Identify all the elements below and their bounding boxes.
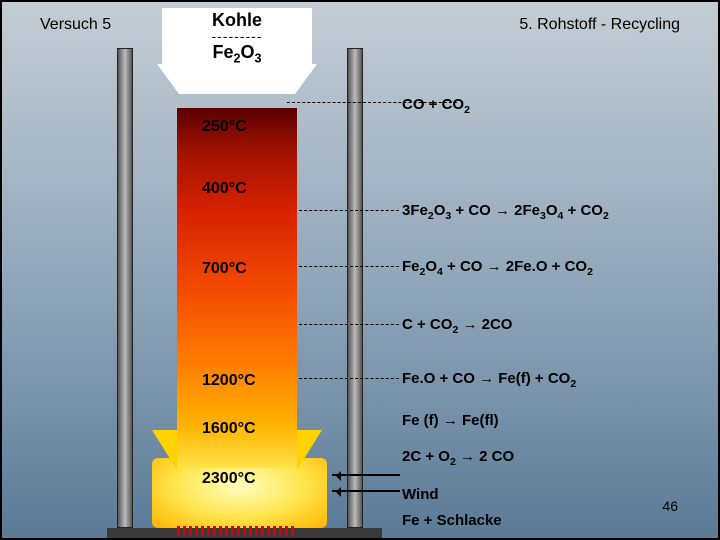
reaction-label-2: Fe2O4 + CO → 2Fe.O + CO2 xyxy=(402,258,593,278)
furnace-bosh-left xyxy=(152,430,177,470)
reaction-label-8: Fe + Schlacke xyxy=(402,512,502,529)
furnace-bosh-right xyxy=(297,430,322,470)
temp-label-3: 1200°C xyxy=(202,372,256,390)
header-right: 5. Rohstoff - Recycling xyxy=(519,16,680,34)
reaction-label-1: 3Fe2O3 + CO → 2Fe3O4 + CO2 xyxy=(402,202,609,222)
support-pillar-right xyxy=(347,48,363,528)
support-pillar-left xyxy=(117,48,133,528)
temp-label-0: 250°C xyxy=(202,118,247,136)
connector-dash-3 xyxy=(299,324,399,325)
charge-box: Kohle --------- Fe2O3 xyxy=(162,8,312,68)
reaction-label-4: Fe.O + CO → Fe(f) + CO2 xyxy=(402,370,576,390)
reaction-label-6: 2C + O2 → 2 CO xyxy=(402,448,514,468)
charge-funnel xyxy=(157,64,317,94)
wind-arrow-1 xyxy=(332,490,400,492)
charge-separator: --------- xyxy=(162,31,312,42)
wind-arrow-0 xyxy=(332,474,400,476)
charge-bottom-label: Fe2O3 xyxy=(162,42,312,66)
furnace-shaft xyxy=(177,108,297,468)
temp-label-4: 1600°C xyxy=(202,420,256,438)
connector-dash-4 xyxy=(299,378,399,379)
hearth-hatching xyxy=(177,526,297,536)
reaction-label-7: Wind xyxy=(402,486,439,503)
temp-label-5: 2300°C xyxy=(202,470,256,488)
reaction-label-3: C + CO2 → 2CO xyxy=(402,316,512,336)
connector-dash-1 xyxy=(299,210,399,211)
connector-dash-0 xyxy=(287,102,457,103)
temp-label-1: 400°C xyxy=(202,180,247,198)
temp-label-2: 700°C xyxy=(202,260,247,278)
connector-dash-2 xyxy=(299,266,399,267)
header-left: Versuch 5 xyxy=(40,16,111,34)
reaction-label-5: Fe (f) → Fe(fl) xyxy=(402,412,499,429)
page-number: 46 xyxy=(662,498,678,514)
slide: Versuch 5 5. Rohstoff - Recycling 46 Koh… xyxy=(0,0,720,540)
reaction-label-0: CO + CO2 xyxy=(402,96,470,116)
